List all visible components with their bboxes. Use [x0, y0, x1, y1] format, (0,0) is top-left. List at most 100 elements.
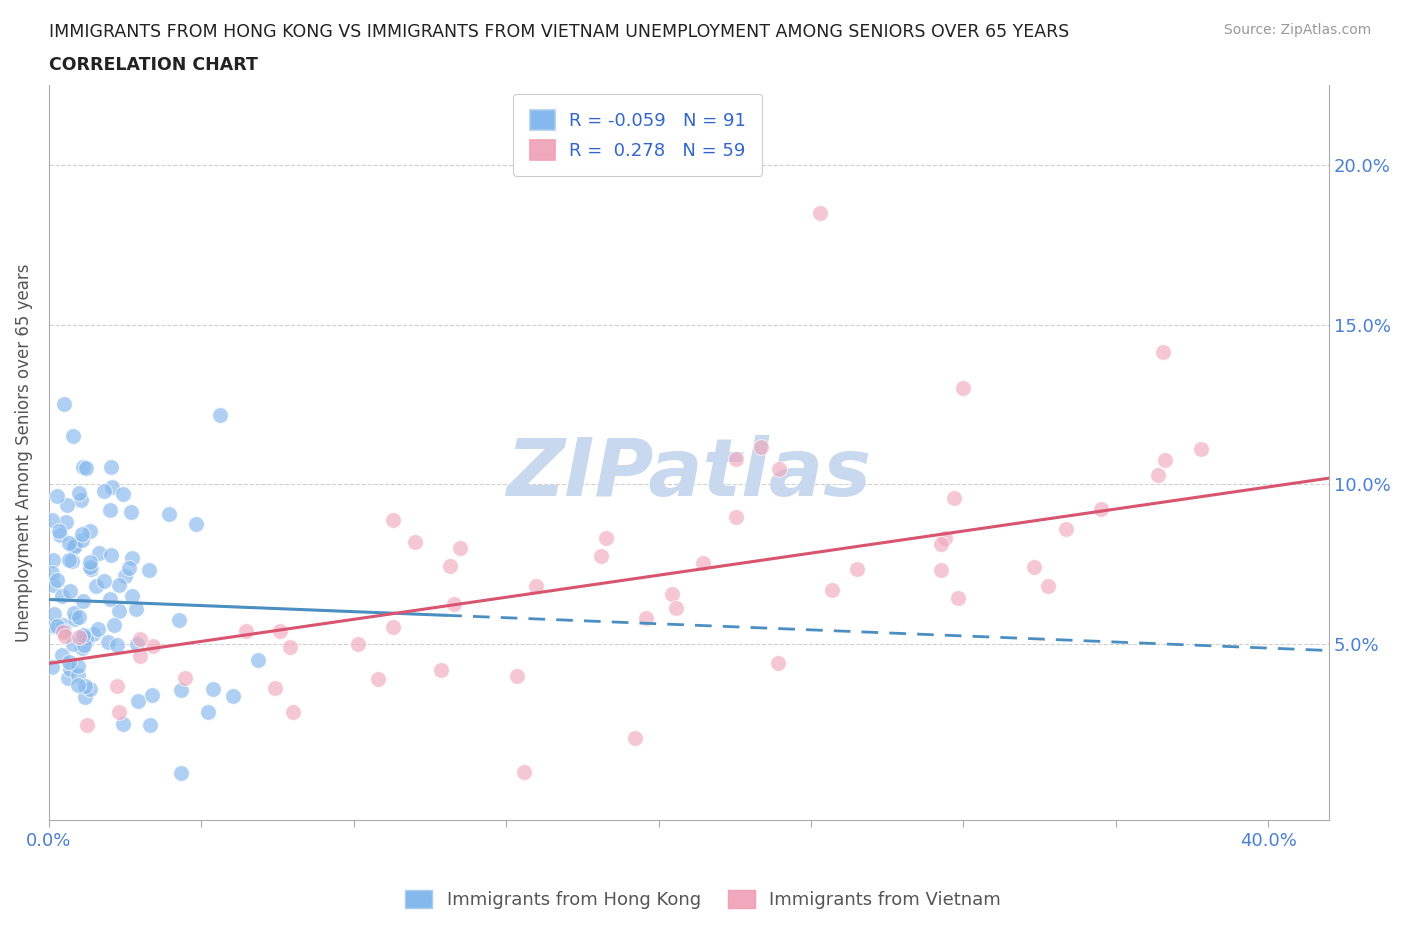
- Point: [62, 429, 84, 444]
- Point: [67, 485, 90, 500]
- Point: [70, 533, 93, 548]
- Point: [404, 534, 426, 549]
- Point: [76, 632, 98, 647]
- Point: [108, 704, 131, 719]
- Point: [51, 647, 73, 662]
- Point: [98, 591, 121, 606]
- Point: [952, 381, 974, 396]
- Point: [44, 606, 66, 621]
- Point: [821, 582, 844, 597]
- Point: [48, 524, 70, 538]
- Point: [52, 623, 75, 638]
- Point: [264, 681, 287, 696]
- Point: [623, 731, 645, 746]
- Point: [367, 671, 389, 686]
- Point: [82, 627, 104, 642]
- Point: [692, 555, 714, 570]
- Point: [46, 489, 69, 504]
- Point: [69, 492, 91, 507]
- Point: [112, 486, 135, 501]
- Point: [114, 568, 136, 583]
- Point: [443, 596, 465, 611]
- Point: [943, 490, 966, 505]
- Y-axis label: Unemployment Among Seniors over 65 years: Unemployment Among Seniors over 65 years: [15, 263, 32, 642]
- Point: [931, 562, 953, 577]
- Point: [121, 589, 143, 604]
- Point: [45, 619, 67, 634]
- Point: [808, 206, 831, 220]
- Point: [79, 554, 101, 569]
- Point: [128, 649, 150, 664]
- Point: [41, 552, 63, 567]
- Point: [512, 764, 534, 779]
- Point: [121, 551, 143, 566]
- Point: [63, 612, 86, 627]
- Point: [56, 671, 79, 685]
- Point: [59, 662, 82, 677]
- Point: [197, 705, 219, 720]
- Point: [1036, 578, 1059, 593]
- Point: [41, 512, 63, 527]
- Point: [269, 623, 291, 638]
- Text: IMMIGRANTS FROM HONG KONG VS IMMIGRANTS FROM VIETNAM UNEMPLOYMENT AMONG SENIORS : IMMIGRANTS FROM HONG KONG VS IMMIGRANTS …: [49, 23, 1070, 41]
- Point: [79, 560, 101, 575]
- Point: [125, 602, 148, 617]
- Point: [174, 671, 197, 686]
- Point: [665, 601, 688, 616]
- Point: [52, 618, 75, 632]
- Legend: R = -0.059   N = 91, R =  0.278   N = 59: R = -0.059 N = 91, R = 0.278 N = 59: [513, 94, 762, 176]
- Point: [55, 498, 77, 512]
- Point: [76, 630, 98, 644]
- Point: [724, 452, 747, 467]
- Point: [42, 618, 65, 633]
- Point: [1154, 453, 1177, 468]
- Point: [589, 549, 612, 564]
- Point: [184, 517, 207, 532]
- Point: [346, 636, 368, 651]
- Point: [724, 510, 747, 525]
- Point: [63, 605, 86, 620]
- Point: [60, 553, 83, 568]
- Point: [63, 539, 86, 554]
- Point: [1189, 441, 1212, 456]
- Point: [73, 689, 96, 704]
- Point: [129, 631, 152, 646]
- Point: [70, 526, 93, 541]
- Point: [79, 682, 101, 697]
- Point: [98, 502, 121, 517]
- Point: [382, 620, 405, 635]
- Point: [127, 637, 149, 652]
- Point: [934, 530, 956, 545]
- Point: [768, 461, 790, 476]
- Point: [108, 604, 131, 618]
- Text: CORRELATION CHART: CORRELATION CHART: [49, 56, 259, 73]
- Point: [62, 636, 84, 651]
- Point: [75, 461, 97, 476]
- Point: [506, 669, 529, 684]
- Point: [93, 574, 115, 589]
- Point: [247, 652, 270, 667]
- Point: [69, 610, 91, 625]
- Point: [72, 593, 94, 608]
- Point: [138, 563, 160, 578]
- Point: [67, 678, 90, 693]
- Point: [167, 612, 190, 627]
- Point: [53, 397, 76, 412]
- Point: [53, 629, 76, 644]
- Point: [157, 506, 180, 521]
- Point: [1054, 522, 1077, 537]
- Point: [103, 618, 125, 632]
- Point: [141, 687, 163, 702]
- Point: [142, 638, 165, 653]
- Point: [118, 561, 141, 576]
- Point: [100, 459, 122, 474]
- Point: [120, 505, 142, 520]
- Point: [93, 484, 115, 498]
- Point: [1152, 344, 1174, 359]
- Point: [45, 573, 67, 588]
- Point: [49, 527, 72, 542]
- Point: [281, 705, 304, 720]
- Point: [52, 625, 75, 640]
- Point: [72, 628, 94, 643]
- Point: [70, 641, 93, 656]
